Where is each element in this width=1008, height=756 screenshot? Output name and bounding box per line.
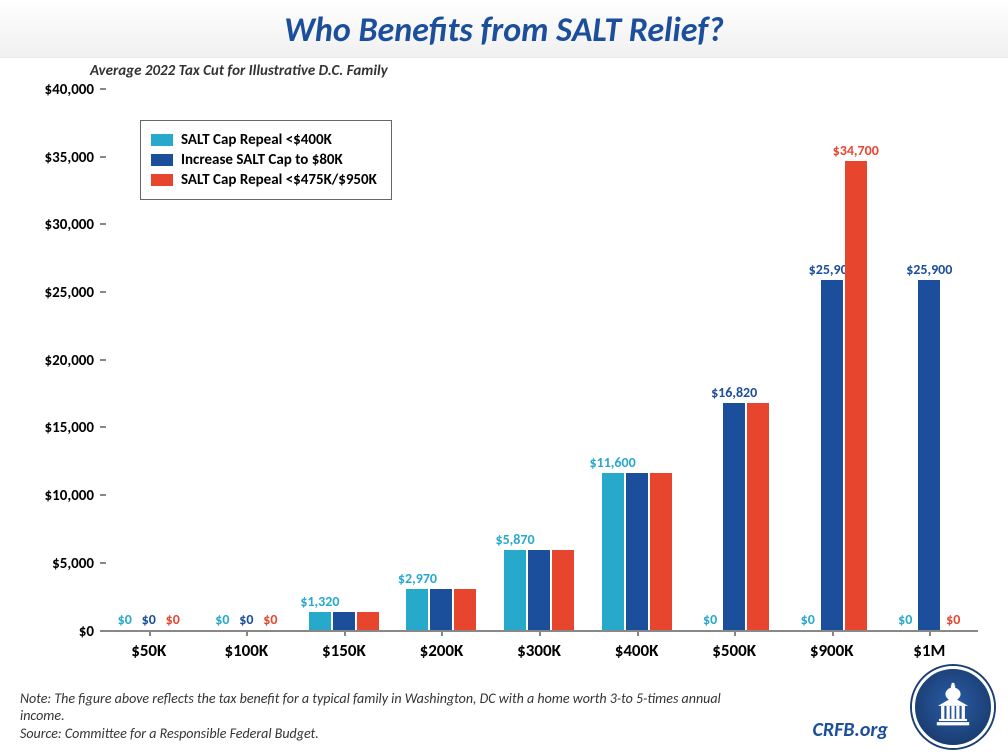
bar [333, 612, 355, 630]
bar-value-label: $2,970 [398, 570, 437, 589]
bar: $34,700 [845, 161, 867, 629]
zero-label: $0 [801, 611, 815, 628]
zero-label: $0 [118, 611, 132, 628]
bar: $0 [942, 628, 964, 630]
bar-value-label: $1,320 [300, 593, 339, 612]
legend-item: SALT Cap Repeal <$400K [151, 131, 377, 149]
bar: $0 [235, 628, 257, 630]
legend-swatch [151, 174, 173, 186]
x-tick-label: $300K [490, 632, 588, 682]
x-tick-label: $50K [100, 632, 198, 682]
zero-label: $0 [166, 611, 180, 628]
y-tick-label: $10,000 [45, 487, 94, 505]
y-tick-label: $35,000 [45, 149, 94, 167]
bar-group: $0$16,820 [685, 90, 783, 630]
zero-label: $0 [142, 611, 156, 628]
note-line-1: Note: The figure above reflects the tax … [20, 690, 740, 725]
bar [650, 473, 672, 629]
bar-value-label: $5,870 [495, 531, 534, 550]
bar: $2,970 [406, 589, 428, 629]
zero-label: $0 [263, 611, 277, 628]
chart-title: Who Benefits from SALT Relief? [0, 10, 1008, 51]
footer: Note: The figure above reflects the tax … [0, 682, 1008, 756]
bar-group: $11,600 [588, 90, 686, 630]
x-tick-label: $900K [783, 632, 881, 682]
bar: $0 [259, 628, 281, 630]
bar: $25,900 [918, 280, 940, 629]
x-tick-label: $400K [588, 632, 686, 682]
y-tick-label: $0 [79, 623, 94, 641]
bar: $0 [797, 628, 819, 630]
x-tick-label: $100K [198, 632, 296, 682]
zero-label: $0 [239, 611, 253, 628]
bar-group: $2,970 [393, 90, 491, 630]
chart-subtitle: Average 2022 Tax Cut for Illustrative D.… [0, 58, 1008, 80]
bar: $16,820 [723, 403, 745, 630]
zero-label: $0 [898, 611, 912, 628]
zero-label: $0 [703, 611, 717, 628]
bar [454, 589, 476, 629]
bar: $0 [699, 628, 721, 630]
legend-item: SALT Cap Repeal <$475K/$950K [151, 171, 377, 189]
note-line-2: Source: Committee for a Responsible Fede… [20, 725, 740, 743]
y-axis: $0$5,000$10,000$15,000$20,000$25,000$30,… [20, 90, 100, 632]
bar: $11,600 [602, 473, 624, 629]
bar [528, 550, 550, 629]
x-axis-labels: $50K$100K$150K$200K$300K$400K$500K$900K$… [100, 632, 978, 682]
site-link[interactable]: CRFB.org [812, 718, 888, 742]
bar-value-label: $25,900 [906, 261, 952, 280]
bar [430, 589, 452, 629]
bar-group: $0$25,900$0 [881, 90, 979, 630]
footer-note: Note: The figure above reflects the tax … [20, 690, 740, 743]
zero-label: $0 [946, 611, 960, 628]
y-tick-label: $5,000 [52, 555, 94, 573]
crfb-seal-icon [912, 666, 994, 748]
y-tick-label: $30,000 [45, 216, 94, 234]
bar-value-label: $16,820 [711, 384, 757, 403]
bar-group: $5,870 [490, 90, 588, 630]
bar-value-label: $11,600 [590, 454, 636, 473]
bar: $0 [211, 628, 233, 630]
x-tick-label: $150K [295, 632, 393, 682]
y-tick-label: $15,000 [45, 419, 94, 437]
zero-label: $0 [215, 611, 229, 628]
bar-value-label: $34,700 [833, 142, 879, 161]
bar [357, 612, 379, 630]
bar-group: $0$25,900$34,700 [783, 90, 881, 630]
y-tick-label: $25,000 [45, 284, 94, 302]
legend-label: Increase SALT Cap to $80K [181, 151, 343, 169]
bar-chart: SALT Cap Repeal <$400K Increase SALT Cap … [20, 80, 988, 682]
x-tick-label: $500K [685, 632, 783, 682]
bar: $25,900 [821, 280, 843, 629]
legend-swatch [151, 134, 173, 146]
legend-label: SALT Cap Repeal <$400K [181, 131, 332, 149]
bar: $1,320 [309, 612, 331, 630]
title-bar: Who Benefits from SALT Relief? [0, 0, 1008, 58]
legend-label: SALT Cap Repeal <$475K/$950K [181, 171, 377, 189]
bar [552, 550, 574, 629]
legend-swatch [151, 154, 173, 166]
bar [626, 473, 648, 629]
x-tick-label: $200K [393, 632, 491, 682]
bar: $0 [138, 628, 160, 630]
y-tick-label: $20,000 [45, 352, 94, 370]
bar: $5,870 [504, 550, 526, 629]
bar: $0 [162, 628, 184, 630]
page: Who Benefits from SALT Relief? Average 2… [0, 0, 1008, 756]
legend: SALT Cap Repeal <$400K Increase SALT Cap … [140, 120, 392, 200]
bar: $0 [114, 628, 136, 630]
legend-item: Increase SALT Cap to $80K [151, 151, 377, 169]
bar [747, 403, 769, 630]
y-tick-label: $40,000 [45, 81, 94, 99]
bar: $0 [894, 628, 916, 630]
